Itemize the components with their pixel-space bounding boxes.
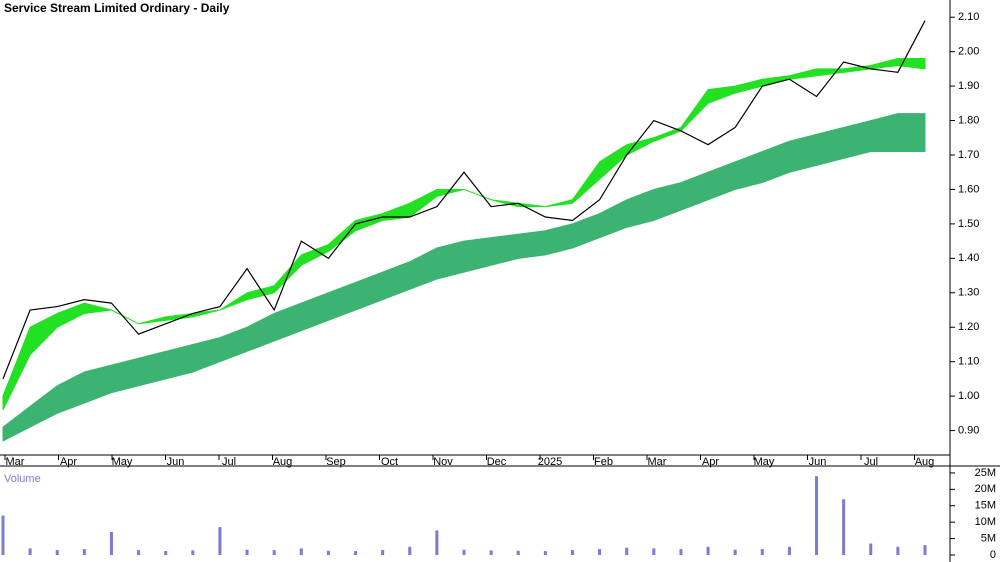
x-tick-label: Feb [594, 456, 613, 468]
volume-bar [218, 527, 222, 555]
volume-bar [82, 549, 86, 555]
short-term-band [2, 58, 926, 411]
x-tick-label: Jul [864, 456, 878, 468]
x-tick-label: Oct [381, 456, 398, 468]
x-tick-label: Mar [648, 456, 667, 468]
x-tick-label: Jul [222, 456, 236, 468]
volume-tick-label: 10M [975, 516, 996, 528]
volume-bar [652, 548, 656, 555]
volume-bar [462, 549, 466, 555]
x-tick-label: Nov [433, 456, 453, 468]
y-tick-label: 1.90 [958, 80, 979, 92]
volume-bar [923, 545, 927, 555]
volume-tick-label: 20M [975, 483, 996, 495]
volume-bar [815, 476, 819, 555]
volume-bar [679, 549, 683, 555]
x-tick-label: Jun [167, 456, 185, 468]
volume-bar [516, 550, 520, 555]
volume-bar [245, 549, 249, 555]
volume-tick-label: 15M [975, 500, 996, 512]
long-term-band [2, 113, 926, 442]
volume-bar [435, 530, 439, 555]
volume-bar [896, 546, 900, 555]
x-tick-label: Aug [915, 456, 935, 468]
volume-bar [137, 550, 141, 555]
volume-bar [55, 550, 59, 555]
volume-bar [760, 549, 764, 555]
volume-bar [164, 551, 168, 555]
volume-bar [408, 546, 412, 555]
y-tick-label: 0.90 [958, 424, 979, 436]
x-tick-label: Aug [273, 456, 293, 468]
volume-tick-label: 0 [990, 549, 996, 561]
volume-bar [570, 550, 574, 555]
volume-bar [543, 551, 547, 555]
y-tick-label: 1.10 [958, 356, 979, 368]
volume-bar [109, 532, 113, 555]
volume-bar [326, 550, 330, 555]
y-tick-label: 1.80 [958, 114, 979, 126]
x-tick-label: Jun [809, 456, 827, 468]
volume-bar [191, 550, 195, 555]
volume-tick-label: 25M [975, 467, 996, 479]
x-tick-label: May [112, 456, 133, 468]
volume-bar [706, 546, 710, 555]
volume-bar [842, 499, 846, 555]
x-tick-label: Mar [6, 456, 25, 468]
y-tick-label: 2.00 [958, 46, 979, 58]
volume-bar [299, 548, 303, 555]
x-tick-label: 2025 [538, 456, 562, 468]
volume-tick-label: 5M [981, 532, 996, 544]
x-tick-label: Apr [60, 456, 77, 468]
y-tick-label: 1.70 [958, 149, 979, 161]
volume-label: Volume [4, 473, 41, 485]
volume-bar [28, 548, 32, 555]
y-tick-label: 1.60 [958, 183, 979, 195]
y-tick-label: 1.20 [958, 321, 979, 333]
x-tick-label: May [754, 456, 775, 468]
y-tick-label: 2.10 [958, 11, 979, 23]
y-tick-label: 1.30 [958, 287, 979, 299]
price-line [2, 20, 926, 380]
y-tick-label: 1.50 [958, 218, 979, 230]
volume-bar [489, 550, 493, 555]
volume-bar [272, 550, 276, 555]
volume-bar [381, 550, 385, 555]
volume-bar [733, 549, 737, 555]
volume-bar [869, 543, 873, 555]
volume-bar [354, 551, 358, 555]
volume-bar [1, 515, 5, 555]
volume-bar [598, 549, 602, 555]
volume-bar [787, 546, 791, 555]
x-tick-label: Sep [326, 456, 346, 468]
x-tick-label: Apr [702, 456, 719, 468]
x-tick-label: Dec [487, 456, 507, 468]
volume-bar [625, 547, 629, 555]
y-tick-label: 1.40 [958, 252, 979, 264]
chart-title: Service Stream Limited Ordinary - Daily [4, 1, 230, 15]
y-tick-label: 1.00 [958, 390, 979, 402]
